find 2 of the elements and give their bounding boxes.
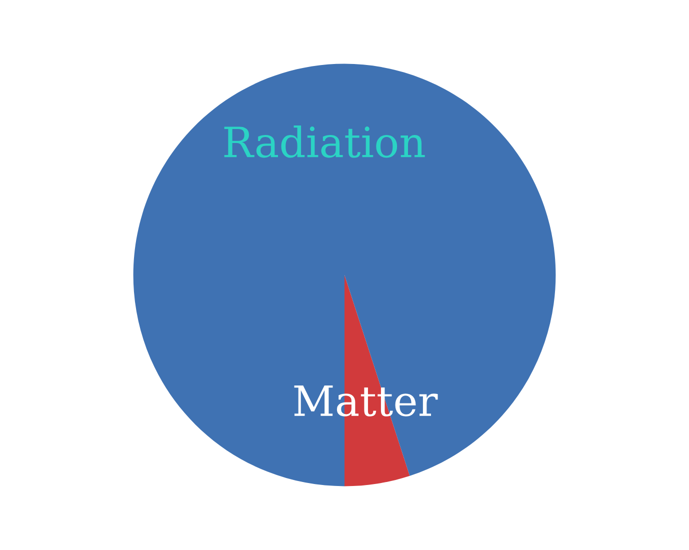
slice-label: Radiation	[224, 126, 425, 158]
pie-slice	[133, 64, 556, 486]
